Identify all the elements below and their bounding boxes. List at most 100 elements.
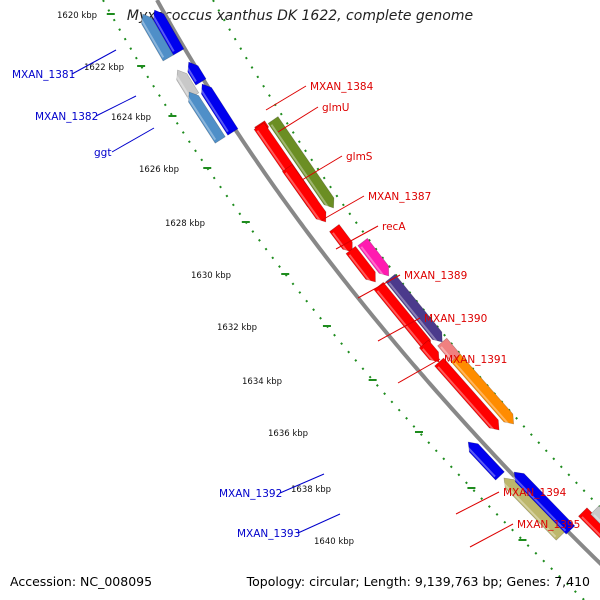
kbp-tick-label: 1628 kbp xyxy=(165,219,205,229)
gene-arrow-highlight xyxy=(360,246,385,277)
leader-line xyxy=(335,225,379,250)
gene-arrow xyxy=(186,91,226,144)
gene-arrow-highlight xyxy=(512,476,567,532)
gene-arrow-shape xyxy=(418,339,440,363)
leader-line xyxy=(357,274,401,299)
gene-arrow xyxy=(139,13,174,62)
gene-label-reverse[interactable]: MXAN_1389 xyxy=(404,270,467,282)
gene-arrow-highlight xyxy=(186,96,217,141)
leader-line xyxy=(321,195,365,221)
gene-label-reverse[interactable]: glmS xyxy=(346,151,373,163)
gene-arrow-highlight xyxy=(139,18,165,58)
gene-arrow-shape xyxy=(467,441,505,481)
map-title: Myxococcus xanthus DK 1622, complete gen… xyxy=(126,8,474,24)
gene-label-forward[interactable]: MXAN_1392 xyxy=(219,488,282,500)
gene-arrow-highlight xyxy=(581,516,600,542)
gene-arrow-shape xyxy=(188,91,226,144)
gene-label-forward[interactable]: ggt xyxy=(94,147,111,159)
gene-arrow xyxy=(590,505,600,536)
gene-arrow-highlight xyxy=(332,232,349,253)
kbp-tick-label: 1626 kbp xyxy=(139,165,179,175)
gene-arrow-highlight xyxy=(466,446,496,478)
gene-arrow xyxy=(578,507,600,542)
gene-arrow-highlight xyxy=(185,66,197,83)
gene-arrow xyxy=(434,357,500,432)
gene-arrow-shape xyxy=(434,357,500,431)
kbp-tick-label: 1624 kbp xyxy=(111,113,151,123)
gene-arrow-highlight xyxy=(437,366,495,432)
gene-arrow-highlight xyxy=(388,282,439,343)
gene-arrow-shape xyxy=(201,83,239,136)
gene-arrow xyxy=(502,477,566,541)
gene-arrow-shape xyxy=(176,69,200,100)
gene-arrow-highlight xyxy=(376,290,427,351)
leader-line xyxy=(111,127,155,153)
leader-line xyxy=(297,513,341,534)
gene-arrow xyxy=(267,116,335,209)
kbp-tick-label: 1622 kbp xyxy=(84,63,124,73)
gene-arrow-highlight xyxy=(270,124,330,209)
gene-arrow xyxy=(199,83,239,136)
gene-arrow xyxy=(512,471,576,535)
gene-label-reverse[interactable]: glmU xyxy=(322,102,350,114)
gene-arrow-shape xyxy=(281,164,327,223)
gene-label-reverse[interactable]: recA xyxy=(382,221,406,233)
gene-label-reverse[interactable]: MXAN_1387 xyxy=(368,191,431,203)
gene-label-reverse[interactable]: MXAN_1390 xyxy=(424,313,487,325)
accession-text: Accession: NC_008095 xyxy=(10,574,153,589)
gene-arrow-shape xyxy=(141,13,174,62)
gene-arrow-highlight xyxy=(348,254,372,283)
gene-arrow xyxy=(151,9,185,56)
gene-label-reverse[interactable]: MXAN_1394 xyxy=(503,487,567,499)
gene-arrow xyxy=(345,245,376,283)
leader-line xyxy=(95,95,137,117)
gene-arrow-highlight xyxy=(453,362,510,426)
gene-arrow xyxy=(385,273,443,343)
gene-arrow-shape xyxy=(357,237,390,277)
leader-line xyxy=(455,491,500,515)
leader-line xyxy=(469,523,514,548)
gene-arrow xyxy=(281,164,327,223)
kbp-tick-label: 1638 kbp xyxy=(291,485,331,495)
gene-label-forward[interactable]: MXAN_1382 xyxy=(35,111,98,123)
genome-summary-text: Topology: circular; Length: 9,139,763 bp… xyxy=(246,574,590,589)
kbp-tick-label: 1634 kbp xyxy=(242,377,282,387)
kbp-tick-label: 1632 kbp xyxy=(217,323,257,333)
gene-arrow xyxy=(357,237,390,277)
gene-label-forward[interactable]: MXAN_1393 xyxy=(237,528,300,540)
leader-line xyxy=(277,106,319,133)
gene-label-reverse[interactable]: MXAN_1395 xyxy=(517,519,580,531)
gene-arrow xyxy=(174,69,200,100)
gene-arrow-shape xyxy=(187,61,207,86)
gene-arrow-highlight xyxy=(284,172,322,223)
gene-arrow-highlight xyxy=(174,74,190,97)
leader-line xyxy=(377,317,421,342)
gene-arrow-shape xyxy=(450,353,515,425)
gene-arrow xyxy=(185,61,207,86)
gene-label-reverse[interactable]: MXAN_1391 xyxy=(444,354,507,366)
gene-arrow-highlight xyxy=(151,14,175,52)
gene-arrow-shape xyxy=(152,9,185,56)
gene-label-reverse[interactable]: MXAN_1384 xyxy=(310,81,374,93)
gene-label-forward[interactable]: MXAN_1381 xyxy=(12,69,75,81)
leader-line xyxy=(279,473,325,494)
gene-arrow-shape xyxy=(590,505,600,535)
gene-arrow xyxy=(450,353,515,426)
leader-line xyxy=(265,85,307,111)
kbp-tick-label: 1640 kbp xyxy=(314,537,354,547)
gene-arrow-highlight xyxy=(422,348,435,363)
gene-arrow xyxy=(466,441,505,481)
kbp-tick-label: 1630 kbp xyxy=(191,271,231,281)
gene-arrow-shape xyxy=(267,116,335,209)
kbp-tick-label: 1620 kbp xyxy=(57,11,97,21)
gene-arrow-shape xyxy=(345,245,376,283)
kbp-ticks: 1620 kbp 1622 kbp 1624 kbp 1626 kbp 1628 kbp… xyxy=(57,11,527,547)
kbp-tick-label: 1636 kbp xyxy=(268,429,308,439)
gene-arrow xyxy=(418,339,440,363)
gene-arrow-shape xyxy=(385,273,443,343)
gene-arrow-highlight xyxy=(199,88,229,133)
label-leaders xyxy=(71,49,514,548)
leader-line xyxy=(397,358,441,384)
